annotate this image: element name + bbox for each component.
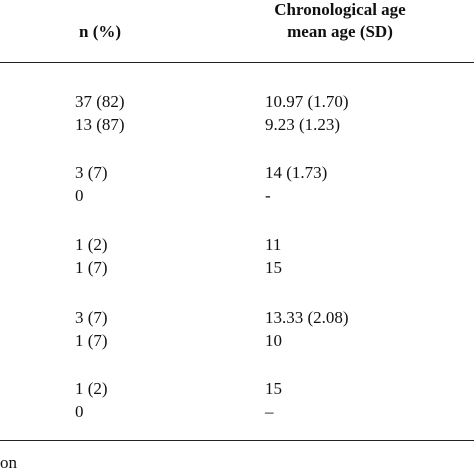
cell-age: – xyxy=(265,402,274,421)
cell-count: 13 (87) xyxy=(75,115,125,134)
cell-count: 1 (7) xyxy=(75,331,108,350)
cell-count: 1 (7) xyxy=(75,258,108,277)
cell-age: 10.97 (1.70) xyxy=(265,92,349,111)
cell-count: 1 (2) xyxy=(75,379,108,398)
cell-age: 15 xyxy=(265,258,282,277)
footer-text: on xyxy=(0,453,17,472)
cell-age: 15 xyxy=(265,379,282,398)
header-age-line1: Chronological age xyxy=(274,0,406,19)
cell-age: 9.23 (1.23) xyxy=(265,115,341,134)
header-age-line2: mean age (SD) xyxy=(287,22,393,41)
header-count: n (%) xyxy=(78,22,122,41)
bottom-rule xyxy=(0,440,474,441)
cell-count: 0 xyxy=(75,402,84,421)
cell-age: 14 (1.73) xyxy=(265,163,328,182)
cell-age: 10 xyxy=(265,331,282,350)
cell-age: - xyxy=(265,186,271,205)
cell-count: 1 (2) xyxy=(75,235,108,254)
cell-count: 37 (82) xyxy=(75,92,125,111)
cell-age: 13.33 (2.08) xyxy=(265,308,349,327)
cell-count: 3 (7) xyxy=(75,308,108,327)
cell-age: 11 xyxy=(265,235,282,254)
cell-count: 0 xyxy=(75,186,84,205)
cell-count: 3 (7) xyxy=(75,163,108,182)
header-rule xyxy=(0,62,474,63)
